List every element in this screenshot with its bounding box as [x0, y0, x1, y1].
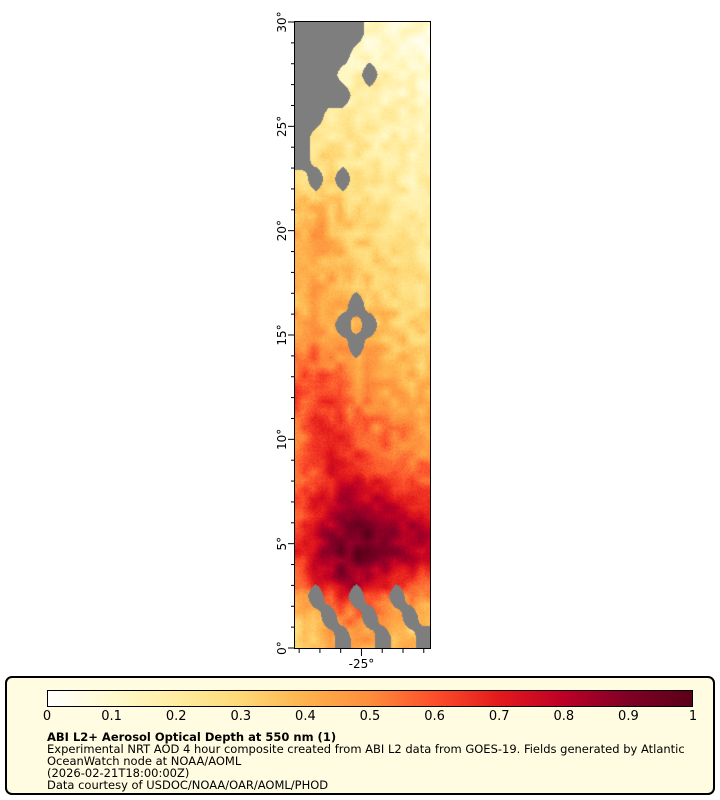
- colorbar-tick-label: 0.9: [618, 709, 639, 724]
- colorbar-tick-label: 1: [689, 709, 697, 724]
- legend-box: 0 0.1 0.2 0.3 0.4 0.5 0.6 0.7 0.8 0.9 1 ABI L2+ Ae…: [5, 676, 715, 795]
- lat-tick-label: 25°: [275, 116, 289, 137]
- colorbar-tick-label: 0.2: [166, 709, 187, 724]
- lat-tick-label: 30°: [275, 11, 289, 32]
- colorbar-tick-label: 0: [43, 709, 51, 724]
- lat-tick-label: 5°: [275, 537, 289, 551]
- colorbar-tick-label: 0.3: [230, 709, 251, 724]
- colorbar-gradient: [47, 690, 693, 707]
- colorbar-tick-label: 0.7: [489, 709, 510, 724]
- lat-tick-label: 10°: [275, 429, 289, 450]
- colorbar-tick-label: 0.4: [295, 709, 316, 724]
- lat-tick-label: 20°: [275, 220, 289, 241]
- aod-map-canvas: [295, 22, 430, 648]
- colorbar-tick-label: 0.6: [424, 709, 445, 724]
- lat-tick-label: 15°: [275, 324, 289, 345]
- aod-figure-page: { "window": { "background": "#ffffff" },…: [0, 0, 720, 800]
- colorbar-tick-label: 0.8: [553, 709, 574, 724]
- colorbar-tick-label: 0.1: [101, 709, 122, 724]
- legend-line: Data courtesy of USDOC/NOAA/OAR/AOML/PHO…: [47, 779, 693, 791]
- lon-tick-label: -25°: [349, 657, 375, 671]
- legend-description: Experimental NRT AOD 4 hour composite cr…: [47, 743, 693, 791]
- colorbar-tick-label: 0.5: [360, 709, 381, 724]
- lat-tick-label: 0°: [275, 641, 289, 655]
- colorbar-tick-labels: 0 0.1 0.2 0.3 0.4 0.5 0.6 0.7 0.8 0.9 1: [47, 709, 693, 725]
- map-area: [295, 22, 430, 648]
